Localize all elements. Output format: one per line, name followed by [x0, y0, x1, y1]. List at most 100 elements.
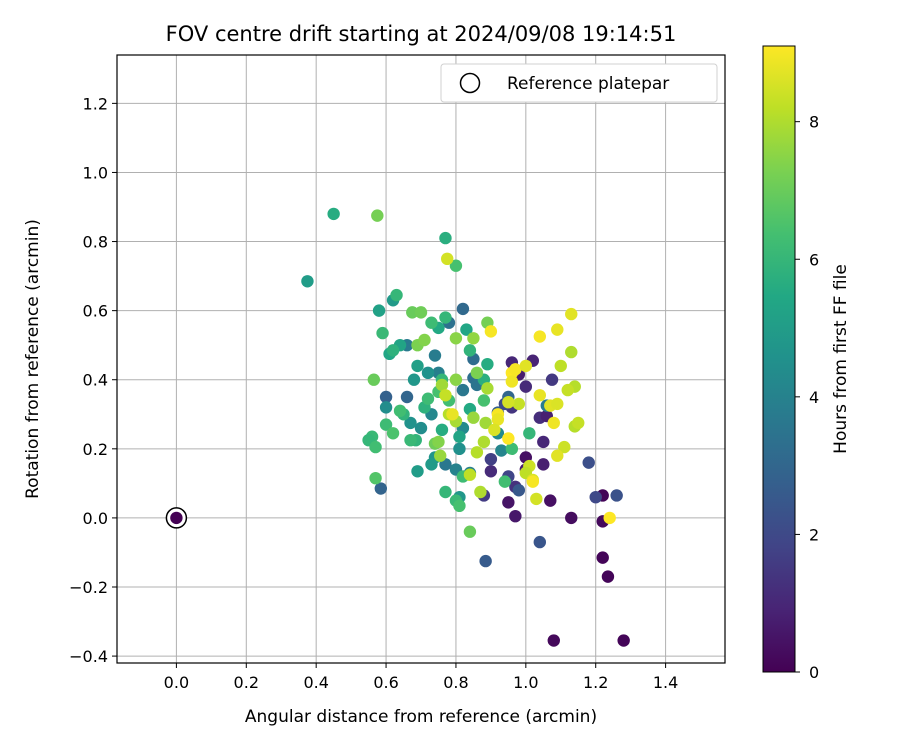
data-point: [411, 465, 424, 478]
data-point: [488, 423, 501, 437]
data-point: [371, 209, 384, 222]
data-point: [565, 307, 578, 321]
data-point: [463, 525, 477, 538]
data-point: [509, 509, 522, 523]
data-point: [470, 446, 484, 459]
data-point: [400, 390, 414, 404]
data-point: [393, 404, 407, 418]
data-point: [589, 490, 602, 504]
data-point: [484, 452, 498, 466]
data-point: [554, 359, 567, 373]
data-point: [435, 423, 449, 437]
data-point: [523, 427, 536, 440]
colorbar-tick-label: 0: [809, 663, 819, 682]
data-point: [449, 373, 463, 386]
data-point: [484, 325, 498, 338]
y-axis-ticks: −0.4 −0.2 0.0 0.2 0.4 0.6 0.8 1.0 1.2: [69, 94, 117, 666]
data-point: [565, 511, 578, 525]
data-point: [551, 449, 564, 462]
data-point: [376, 326, 389, 340]
colorbar-label: Hours from first FF file: [831, 264, 851, 454]
data-point: [565, 345, 578, 359]
data-point: [460, 323, 473, 336]
data-point: [537, 435, 550, 449]
data-point: [467, 332, 480, 345]
data-point: [441, 252, 454, 266]
data-point: [512, 397, 526, 411]
data-point: [484, 465, 498, 478]
data-point: [327, 207, 340, 221]
data-point: [386, 427, 400, 440]
data-point: [495, 444, 508, 457]
data-point: [379, 418, 393, 431]
data-point: [596, 551, 609, 564]
data-point: [537, 458, 550, 471]
data-point: [428, 349, 442, 362]
legend: Reference platepar: [440, 63, 718, 103]
data-point: [502, 395, 515, 409]
x-tick-label: 1.2: [583, 673, 608, 692]
y-tick-label: 0.4: [83, 371, 108, 390]
data-point: [404, 433, 417, 447]
data-point: [509, 363, 522, 376]
data-point: [547, 416, 560, 430]
data-point: [512, 484, 526, 497]
data-point: [379, 390, 393, 404]
data-point: [479, 416, 492, 430]
data-point: [367, 373, 381, 386]
data-point: [582, 456, 595, 469]
colorbar-gradient: [762, 45, 796, 673]
data-point: [551, 397, 564, 411]
data-point: [547, 634, 560, 647]
data-point: [533, 389, 547, 402]
data-point: [558, 440, 571, 454]
data-point: [421, 366, 435, 380]
legend-box: [440, 63, 718, 103]
data-point: [526, 475, 540, 488]
data-point: [425, 316, 438, 329]
data-points: [301, 207, 630, 647]
data-point: [561, 383, 574, 397]
y-tick-label: 1.0: [83, 163, 108, 182]
data-point: [439, 389, 452, 402]
data-point: [369, 440, 382, 454]
data-point: [603, 511, 616, 525]
data-point: [453, 499, 466, 513]
y-tick-label: 0.8: [83, 233, 108, 252]
data-point: [446, 408, 459, 421]
data-point: [505, 442, 519, 456]
data-point: [453, 442, 466, 456]
grid: [117, 55, 725, 663]
data-point: [418, 333, 431, 347]
x-tick-label: 0.8: [443, 673, 468, 692]
data-point: [439, 485, 452, 499]
data-point: [379, 401, 393, 414]
data-point: [551, 323, 564, 336]
colorbar-ticks: 0 2 4 6 8: [795, 113, 819, 682]
data-point: [411, 359, 424, 373]
data-point: [530, 492, 543, 506]
data-point: [374, 482, 388, 495]
y-tick-label: −0.4: [69, 647, 108, 666]
x-tick-label: 0.2: [234, 673, 259, 692]
data-point: [386, 344, 400, 357]
legend-reference-marker: [459, 72, 481, 94]
data-point: [481, 357, 494, 371]
chart-title: FOV centre drift starting at 2024/09/08 …: [166, 22, 677, 46]
data-point: [439, 231, 452, 245]
data-point: [456, 383, 470, 397]
x-axis-ticks: 0.0 0.2 0.4 0.6 0.8 1.0 1.2 1.4: [164, 663, 678, 692]
legend-entry-label: Reference platepar: [507, 74, 669, 94]
data-point: [477, 435, 491, 449]
data-point: [519, 359, 533, 373]
data-point: [369, 471, 382, 485]
data-point: [505, 375, 519, 388]
data-point: [491, 413, 505, 426]
y-tick-label: 1.2: [83, 94, 108, 113]
data-point: [439, 311, 452, 324]
x-tick-label: 1.0: [513, 673, 538, 692]
data-point: [414, 421, 428, 435]
reference-point: [170, 511, 183, 525]
data-point: [449, 332, 463, 345]
data-point: [479, 554, 492, 568]
